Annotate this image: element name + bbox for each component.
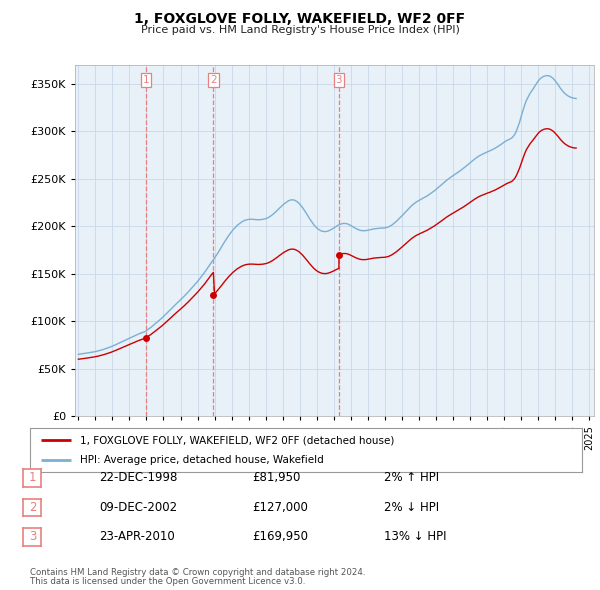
Text: This data is licensed under the Open Government Licence v3.0.: This data is licensed under the Open Gov… — [30, 578, 305, 586]
Text: 22-DEC-1998: 22-DEC-1998 — [99, 471, 178, 484]
Text: 1: 1 — [29, 471, 36, 484]
Text: 2% ↓ HPI: 2% ↓ HPI — [384, 501, 439, 514]
Text: £169,950: £169,950 — [252, 530, 308, 543]
Text: 2% ↑ HPI: 2% ↑ HPI — [384, 471, 439, 484]
Text: £81,950: £81,950 — [252, 471, 301, 484]
Text: 2: 2 — [210, 75, 217, 85]
Text: 1, FOXGLOVE FOLLY, WAKEFIELD, WF2 0FF (detached house): 1, FOXGLOVE FOLLY, WAKEFIELD, WF2 0FF (d… — [80, 435, 394, 445]
Text: 2: 2 — [29, 501, 36, 514]
Text: 1, FOXGLOVE FOLLY, WAKEFIELD, WF2 0FF: 1, FOXGLOVE FOLLY, WAKEFIELD, WF2 0FF — [134, 12, 466, 26]
Text: 3: 3 — [29, 530, 36, 543]
Text: 09-DEC-2002: 09-DEC-2002 — [99, 501, 177, 514]
Text: HPI: Average price, detached house, Wakefield: HPI: Average price, detached house, Wake… — [80, 455, 323, 466]
Text: 3: 3 — [335, 75, 342, 85]
Text: 23-APR-2010: 23-APR-2010 — [99, 530, 175, 543]
Text: Price paid vs. HM Land Registry's House Price Index (HPI): Price paid vs. HM Land Registry's House … — [140, 25, 460, 35]
Text: 1: 1 — [142, 75, 149, 85]
Text: Contains HM Land Registry data © Crown copyright and database right 2024.: Contains HM Land Registry data © Crown c… — [30, 568, 365, 577]
Text: 13% ↓ HPI: 13% ↓ HPI — [384, 530, 446, 543]
Text: £127,000: £127,000 — [252, 501, 308, 514]
